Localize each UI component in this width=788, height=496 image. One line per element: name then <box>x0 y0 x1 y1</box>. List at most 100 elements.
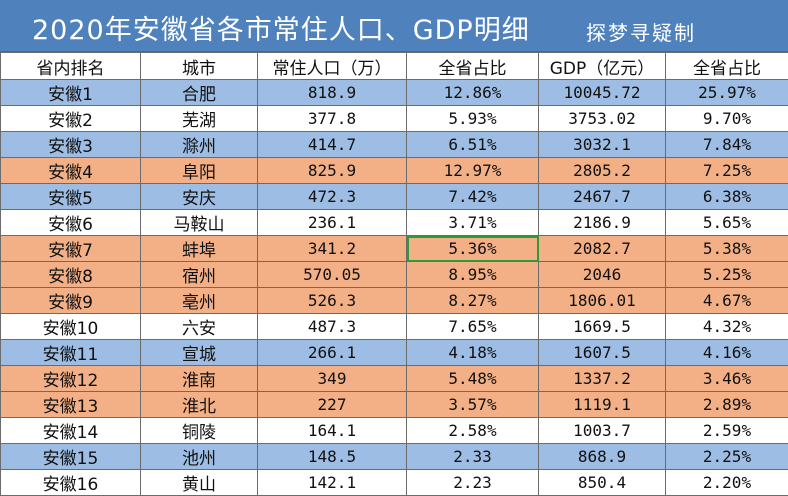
cell-city[interactable]: 阜阳 <box>141 158 258 184</box>
cell-city[interactable]: 铜陵 <box>141 418 258 444</box>
cell-city[interactable]: 蚌埠 <box>141 236 258 262</box>
cell-population[interactable]: 227 <box>258 392 407 418</box>
cell-city[interactable]: 黄山 <box>141 470 258 496</box>
cell-population[interactable]: 825.9 <box>258 158 407 184</box>
cell-population[interactable]: 142.1 <box>258 470 407 496</box>
cell-gdp[interactable]: 1119.1 <box>539 392 666 418</box>
cell-population[interactable]: 570.05 <box>258 262 407 288</box>
cell-gdp[interactable]: 3032.1 <box>539 132 666 158</box>
cell-gdp[interactable]: 1607.5 <box>539 340 666 366</box>
cell-gdp[interactable]: 10045.72 <box>539 80 666 106</box>
cell-city[interactable]: 亳州 <box>141 288 258 314</box>
cell-rank[interactable]: 安徽15 <box>1 444 141 470</box>
cell-city[interactable]: 淮南 <box>141 366 258 392</box>
cell-population[interactable]: 164.1 <box>258 418 407 444</box>
cell-rank[interactable]: 安徽1 <box>1 80 141 106</box>
header-rank[interactable]: 省内排名 <box>1 53 141 80</box>
cell-rank[interactable]: 安徽7 <box>1 236 141 262</box>
cell-city[interactable]: 淮北 <box>141 392 258 418</box>
cell-population[interactable]: 341.2 <box>258 236 407 262</box>
cell-city[interactable]: 芜湖 <box>141 106 258 132</box>
cell-rank[interactable]: 安徽10 <box>1 314 141 340</box>
title-bar[interactable]: 2020年安徽省各市常住人口、GDP明细 探梦寻疑制 <box>0 0 788 52</box>
cell-population-share[interactable]: 2.23 <box>407 470 539 496</box>
cell-gdp-share[interactable]: 3.46% <box>666 366 788 392</box>
cell-population-share[interactable]: 3.71% <box>407 210 539 236</box>
cell-population-share[interactable]: 7.65% <box>407 314 539 340</box>
cell-rank[interactable]: 安徽16 <box>1 470 141 496</box>
cell-gdp-share[interactable]: 5.65% <box>666 210 788 236</box>
cell-gdp-share[interactable]: 2.59% <box>666 418 788 444</box>
cell-gdp-share[interactable]: 6.38% <box>666 184 788 210</box>
cell-rank[interactable]: 安徽14 <box>1 418 141 444</box>
cell-population-share[interactable]: 7.42% <box>407 184 539 210</box>
cell-gdp-share[interactable]: 5.38% <box>666 236 788 262</box>
cell-gdp-share[interactable]: 9.70% <box>666 106 788 132</box>
cell-city[interactable]: 安庆 <box>141 184 258 210</box>
cell-gdp-share[interactable]: 7.84% <box>666 132 788 158</box>
cell-population[interactable]: 266.1 <box>258 340 407 366</box>
cell-rank[interactable]: 安徽11 <box>1 340 141 366</box>
cell-population-share[interactable]: 12.86% <box>407 80 539 106</box>
cell-population-share[interactable]: 2.58% <box>407 418 539 444</box>
cell-population[interactable]: 236.1 <box>258 210 407 236</box>
cell-city[interactable]: 六安 <box>141 314 258 340</box>
cell-gdp-share[interactable]: 5.25% <box>666 262 788 288</box>
cell-gdp[interactable]: 1669.5 <box>539 314 666 340</box>
cell-population[interactable]: 414.7 <box>258 132 407 158</box>
cell-population-share[interactable]: 3.57% <box>407 392 539 418</box>
cell-gdp-share[interactable]: 4.16% <box>666 340 788 366</box>
header-population-share[interactable]: 全省占比 <box>407 53 539 80</box>
cell-city[interactable]: 马鞍山 <box>141 210 258 236</box>
cell-rank[interactable]: 安徽2 <box>1 106 141 132</box>
cell-gdp-share[interactable]: 25.97% <box>666 80 788 106</box>
cell-population-share[interactable]: 4.18% <box>407 340 539 366</box>
cell-gdp-share[interactable]: 2.25% <box>666 444 788 470</box>
cell-population[interactable]: 487.3 <box>258 314 407 340</box>
cell-population-share[interactable]: 5.48% <box>407 366 539 392</box>
cell-gdp[interactable]: 1003.7 <box>539 418 666 444</box>
cell-population-share[interactable]: 6.51% <box>407 132 539 158</box>
cell-city[interactable]: 合肥 <box>141 80 258 106</box>
cell-rank[interactable]: 安徽8 <box>1 262 141 288</box>
cell-rank[interactable]: 安徽4 <box>1 158 141 184</box>
header-population[interactable]: 常住人口（万） <box>258 53 407 80</box>
cell-gdp[interactable]: 1806.01 <box>539 288 666 314</box>
cell-gdp-share[interactable]: 4.32% <box>666 314 788 340</box>
cell-gdp[interactable]: 850.4 <box>539 470 666 496</box>
header-city[interactable]: 城市 <box>141 53 258 80</box>
header-gdp[interactable]: GDP（亿元） <box>539 53 666 80</box>
cell-rank[interactable]: 安徽5 <box>1 184 141 210</box>
cell-gdp[interactable]: 2082.7 <box>539 236 666 262</box>
cell-population[interactable]: 526.3 <box>258 288 407 314</box>
cell-rank[interactable]: 安徽12 <box>1 366 141 392</box>
cell-gdp[interactable]: 2467.7 <box>539 184 666 210</box>
cell-city[interactable]: 宣城 <box>141 340 258 366</box>
cell-population-share[interactable]: 2.33 <box>407 444 539 470</box>
cell-population[interactable]: 349 <box>258 366 407 392</box>
cell-city[interactable]: 池州 <box>141 444 258 470</box>
cell-city[interactable]: 滁州 <box>141 132 258 158</box>
cell-population[interactable]: 818.9 <box>258 80 407 106</box>
cell-population[interactable]: 377.8 <box>258 106 407 132</box>
cell-rank[interactable]: 安徽13 <box>1 392 141 418</box>
cell-gdp-share[interactable]: 2.20% <box>666 470 788 496</box>
cell-city[interactable]: 宿州 <box>141 262 258 288</box>
header-gdp-share[interactable]: 全省占比 <box>666 53 788 80</box>
cell-population-share[interactable]: 5.36% <box>407 236 539 262</box>
cell-rank[interactable]: 安徽9 <box>1 288 141 314</box>
cell-population-share[interactable]: 8.95% <box>407 262 539 288</box>
cell-population[interactable]: 472.3 <box>258 184 407 210</box>
cell-rank[interactable]: 安徽6 <box>1 210 141 236</box>
cell-rank[interactable]: 安徽3 <box>1 132 141 158</box>
cell-gdp[interactable]: 868.9 <box>539 444 666 470</box>
cell-population-share[interactable]: 12.97% <box>407 158 539 184</box>
cell-population[interactable]: 148.5 <box>258 444 407 470</box>
cell-gdp-share[interactable]: 7.25% <box>666 158 788 184</box>
cell-population-share[interactable]: 5.93% <box>407 106 539 132</box>
cell-gdp[interactable]: 2186.9 <box>539 210 666 236</box>
cell-gdp[interactable]: 2805.2 <box>539 158 666 184</box>
cell-population-share[interactable]: 8.27% <box>407 288 539 314</box>
cell-gdp[interactable]: 2046 <box>539 262 666 288</box>
cell-gdp-share[interactable]: 4.67% <box>666 288 788 314</box>
